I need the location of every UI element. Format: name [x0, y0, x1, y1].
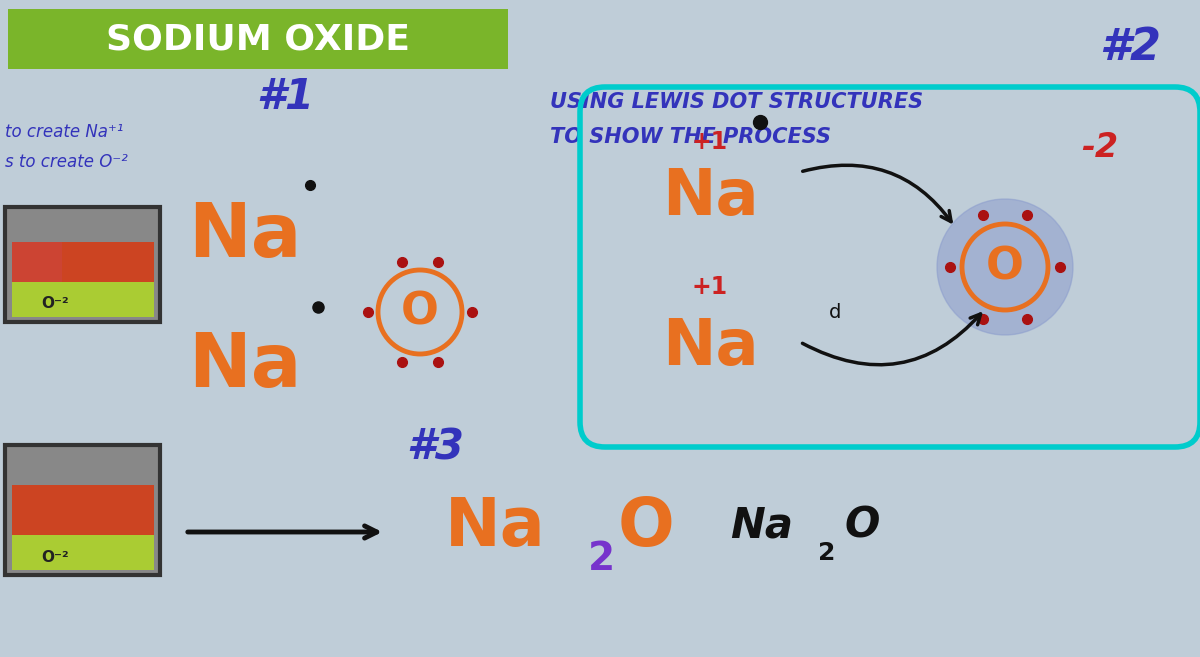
FancyBboxPatch shape	[12, 242, 154, 317]
Text: Na: Na	[661, 166, 758, 228]
FancyBboxPatch shape	[12, 485, 154, 570]
Text: Na: Na	[661, 316, 758, 378]
Text: to create Na⁺¹: to create Na⁺¹	[5, 123, 124, 141]
Text: d: d	[829, 302, 841, 321]
FancyBboxPatch shape	[5, 445, 160, 575]
Text: -2: -2	[1081, 131, 1118, 164]
Text: Na: Na	[188, 200, 301, 273]
Text: SODIUM OXIDE: SODIUM OXIDE	[106, 22, 410, 56]
Text: USING LEWIS DOT STRUCTURES: USING LEWIS DOT STRUCTURES	[550, 92, 923, 112]
Text: Na: Na	[445, 494, 546, 560]
FancyBboxPatch shape	[5, 207, 160, 322]
FancyBboxPatch shape	[8, 9, 508, 69]
Text: #1: #1	[256, 76, 314, 118]
Text: O⁻²: O⁻²	[41, 296, 68, 311]
Text: O: O	[845, 504, 881, 546]
FancyBboxPatch shape	[12, 242, 62, 317]
FancyBboxPatch shape	[12, 535, 154, 570]
Text: O: O	[401, 290, 439, 334]
Text: #3: #3	[406, 426, 464, 468]
FancyBboxPatch shape	[12, 282, 154, 317]
Text: 2: 2	[588, 540, 616, 578]
Text: +1: +1	[692, 275, 728, 299]
Text: O: O	[986, 246, 1024, 288]
Text: O: O	[618, 494, 674, 560]
Text: s to create O⁻²: s to create O⁻²	[5, 153, 127, 171]
Text: 2: 2	[818, 541, 835, 565]
Circle shape	[937, 199, 1073, 335]
Text: O⁻²: O⁻²	[41, 549, 68, 564]
Text: TO SHOW THE PROCESS: TO SHOW THE PROCESS	[550, 127, 830, 147]
FancyArrowPatch shape	[803, 165, 952, 221]
Text: +1: +1	[692, 130, 728, 154]
Text: Na: Na	[730, 504, 793, 546]
FancyArrowPatch shape	[803, 314, 980, 365]
Text: Na: Na	[188, 330, 301, 403]
Text: #2: #2	[1099, 26, 1162, 68]
